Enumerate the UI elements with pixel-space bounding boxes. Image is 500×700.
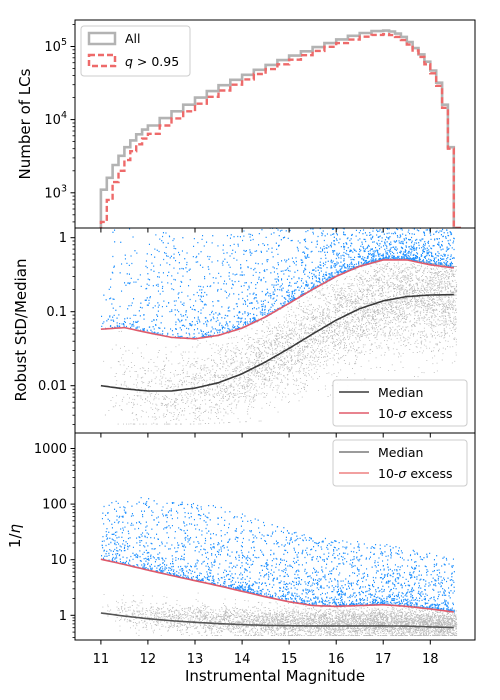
- eta-ylabel-symbol: η: [6, 523, 24, 533]
- legend-median-label: Median: [378, 445, 423, 460]
- tick-exponent: 3: [61, 183, 67, 194]
- histogram-ylabel: Number of LCs: [16, 68, 34, 179]
- legend-all-label: All: [125, 31, 141, 46]
- scatter-std-ylabel: Robust StD/Median: [12, 259, 30, 402]
- y-tick-label: 103: [44, 183, 67, 201]
- histogram-legend: All q > 0.95: [80, 25, 191, 77]
- tick-base: 10: [44, 40, 61, 55]
- x-tick-label: 12: [140, 652, 157, 667]
- tick-exponent: 5: [61, 37, 67, 48]
- panel-frame: [74, 432, 476, 641]
- excess-line: [100, 558, 454, 613]
- legend-excess-label: 10-σ excess: [378, 466, 453, 481]
- series-q-histogram: [99, 33, 461, 228]
- tick-base: 10: [44, 113, 61, 128]
- eta-ylabel-prefix: 1/: [6, 533, 24, 549]
- x-tick-label: 18: [422, 652, 439, 667]
- x-tick-label: 17: [375, 652, 392, 667]
- scatter-eta-ylabel: 1/η: [6, 523, 24, 548]
- legend-median-label: Median: [378, 385, 423, 400]
- std-scatter-panel: 0.01 0.1 1: [38, 227, 476, 434]
- legend-q-rest: > 0.95: [133, 54, 179, 69]
- y-tick-label: 105: [44, 37, 67, 55]
- y-tick-label: 1: [59, 231, 67, 246]
- x-tick-label: 14: [234, 652, 251, 667]
- y-tick-label: 0.01: [38, 379, 67, 394]
- median-line: [100, 612, 454, 629]
- x-tick-label: 15: [281, 652, 298, 667]
- scatter-blue-outliers: [101, 228, 455, 340]
- legend-q-label: q > 0.95: [125, 54, 179, 69]
- legend-all-swatch: [87, 31, 117, 46]
- scatter-blue-outliers: [101, 496, 455, 613]
- y-tick-label: 0.1: [46, 305, 67, 320]
- x-tick-label: 13: [187, 652, 204, 667]
- x-tick-label: 11: [93, 652, 110, 667]
- median-line: [100, 293, 454, 392]
- x-tick-label: 16: [328, 652, 345, 667]
- eta-legend: Median 10-σ excess: [332, 439, 468, 487]
- eta-scatter-panel: 1 10 100 1000: [34, 432, 476, 641]
- tick-base: 10: [44, 186, 61, 201]
- legend-excess-label: 10-σ excess: [378, 406, 453, 421]
- x-axis-label: Instrumental Magnitude: [185, 667, 365, 685]
- y-tick-label: 1: [59, 609, 67, 624]
- y-tick-label: 100: [42, 498, 67, 513]
- legend-q-swatch: [87, 53, 117, 68]
- tick-exponent: 4: [61, 110, 67, 121]
- x-axis-ticks: 11 12 13 14 15 16 17 18: [93, 228, 439, 667]
- excess-line: [100, 259, 454, 340]
- y-tick-label: 10: [50, 553, 67, 568]
- std-legend: Median 10-σ excess: [332, 379, 468, 427]
- y-tick-label: 1000: [34, 442, 67, 457]
- legend-q-symbol: q: [125, 54, 133, 69]
- y-tick-label: 104: [44, 110, 67, 128]
